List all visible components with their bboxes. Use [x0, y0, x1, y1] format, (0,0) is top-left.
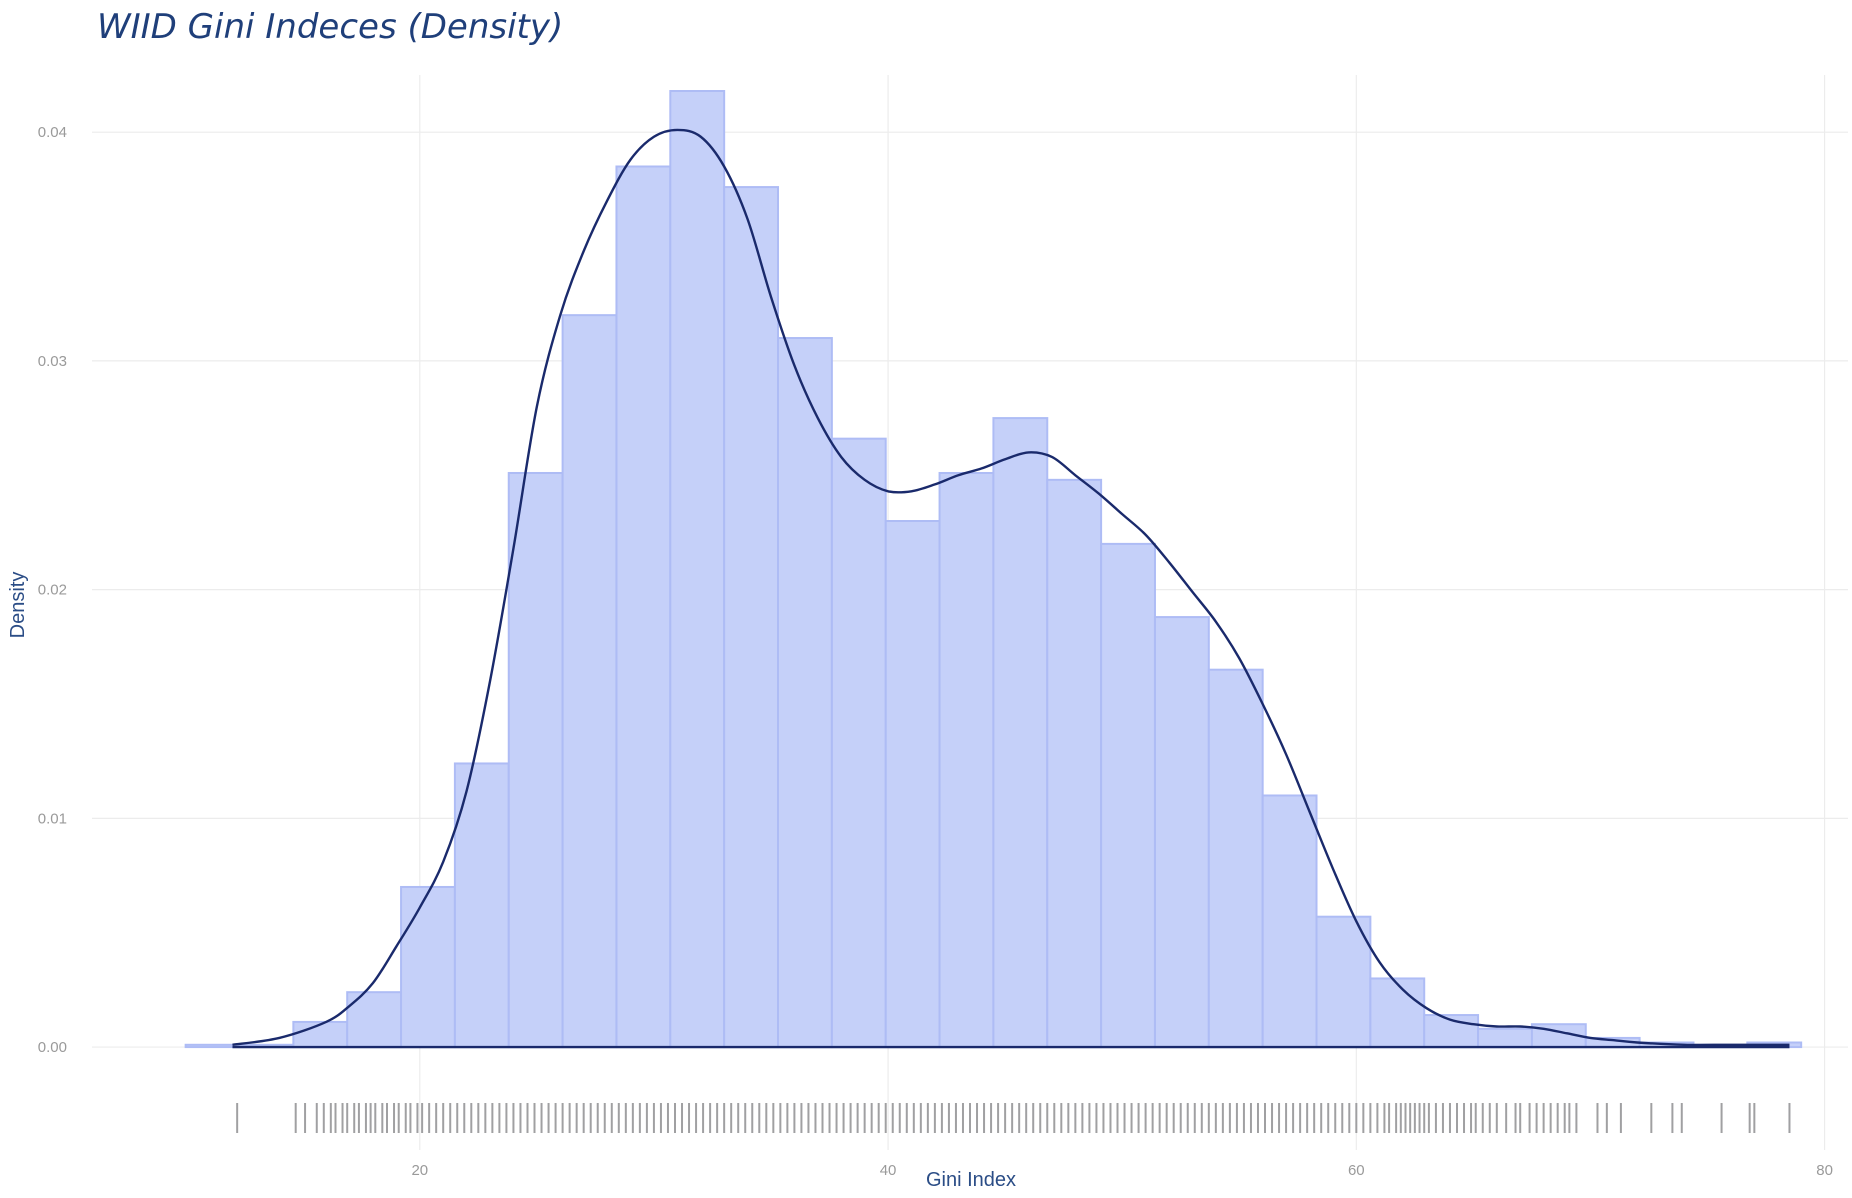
- y-tick-label: 0.00: [38, 1039, 67, 1056]
- histogram-bar: [1261, 794, 1318, 1049]
- histogram-bar: [1207, 668, 1264, 1049]
- histogram-bar: [938, 471, 995, 1049]
- histogram-bar: [992, 417, 1049, 1049]
- histogram-bars: [184, 90, 1803, 1049]
- histogram-bar: [1315, 915, 1372, 1049]
- histogram-bar: [615, 165, 672, 1049]
- histogram-bar: [884, 520, 941, 1049]
- y-axis-label: Density: [7, 572, 29, 639]
- histogram-bar: [669, 90, 726, 1049]
- histogram-bar: [830, 437, 887, 1049]
- histogram-bar: [1100, 542, 1156, 1049]
- histogram-bar: [777, 337, 833, 1049]
- histogram-bar: [1153, 616, 1210, 1049]
- histogram-bar: [184, 1043, 241, 1049]
- kde-curve: [232, 128, 1790, 1047]
- kde-layer: [232, 128, 1790, 1049]
- histogram-bar: [507, 471, 564, 1049]
- histogram-bar: [400, 885, 456, 1049]
- y-tick-label: 0.04: [38, 124, 67, 141]
- histogram-bar: [561, 314, 618, 1049]
- y-tick-labels: 0.00 0.01 0.02 0.03 0.04: [38, 124, 67, 1056]
- x-tick-label: 40: [880, 1162, 897, 1179]
- x-tick-label: 60: [1348, 1162, 1365, 1179]
- x-axis-label: Gini Index: [926, 1169, 1016, 1191]
- histogram-bar: [1046, 478, 1103, 1049]
- y-tick-label: 0.02: [38, 582, 67, 599]
- x-tick-labels: 20 40 60 80: [411, 1162, 1832, 1179]
- x-tick-label: 80: [1816, 1162, 1833, 1179]
- histogram-bar: [1369, 977, 1426, 1049]
- rug-plot: [236, 1103, 1791, 1133]
- chart-title: WIID Gini Indeces (Density): [97, 7, 563, 47]
- y-tick-label: 0.01: [38, 810, 67, 827]
- x-tick-label: 20: [411, 1162, 428, 1179]
- histogram-bar: [1477, 1027, 1533, 1049]
- y-tick-label: 0.03: [38, 353, 67, 370]
- histogram-bar: [723, 186, 780, 1049]
